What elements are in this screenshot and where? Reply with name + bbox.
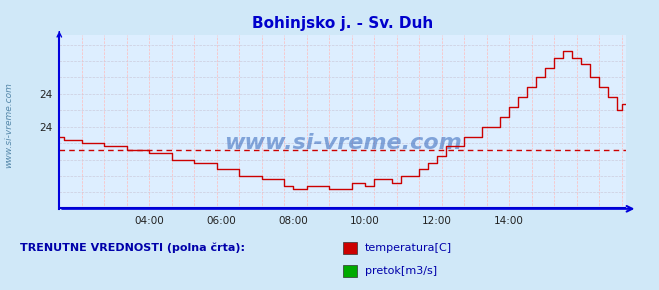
Text: pretok[m3/s]: pretok[m3/s] — [365, 266, 437, 276]
Title: Bohinjsko j. - Sv. Duh: Bohinjsko j. - Sv. Duh — [252, 16, 434, 31]
Text: temperatura[C]: temperatura[C] — [365, 243, 452, 253]
Text: www.si-vreme.com: www.si-vreme.com — [224, 133, 461, 153]
Text: TRENUTNE VREDNOSTI (polna črta):: TRENUTNE VREDNOSTI (polna črta): — [20, 243, 244, 253]
Text: www.si-vreme.com: www.si-vreme.com — [4, 82, 13, 168]
